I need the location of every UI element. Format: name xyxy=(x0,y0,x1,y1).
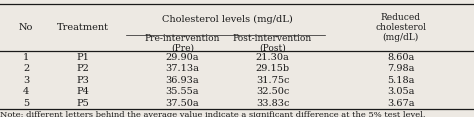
Text: 37.50a: 37.50a xyxy=(166,99,199,108)
Text: 4: 4 xyxy=(23,87,29,96)
Text: P4: P4 xyxy=(76,87,90,96)
Text: P2: P2 xyxy=(76,64,90,73)
Text: 8.60a: 8.60a xyxy=(387,53,414,62)
Text: Reduced
cholesterol
(mg/dL): Reduced cholesterol (mg/dL) xyxy=(375,13,426,42)
Text: 36.93a: 36.93a xyxy=(166,76,199,85)
Text: Pre-intervention
(Pre): Pre-intervention (Pre) xyxy=(145,34,220,53)
Text: 37.13a: 37.13a xyxy=(165,64,200,73)
Text: 5: 5 xyxy=(23,99,29,108)
Text: 5.18a: 5.18a xyxy=(387,76,414,85)
Text: 33.83c: 33.83c xyxy=(256,99,289,108)
Text: 21.30a: 21.30a xyxy=(255,53,290,62)
Text: 3: 3 xyxy=(23,76,29,85)
Text: 29.90a: 29.90a xyxy=(166,53,199,62)
Text: P5: P5 xyxy=(77,99,89,108)
Text: 3.67a: 3.67a xyxy=(387,99,414,108)
Text: P3: P3 xyxy=(76,76,90,85)
Text: Cholesterol levels (mg/dL): Cholesterol levels (mg/dL) xyxy=(162,15,293,24)
Text: 3.05a: 3.05a xyxy=(387,87,414,96)
Text: 7.98a: 7.98a xyxy=(387,64,414,73)
Text: 29.15b: 29.15b xyxy=(255,64,290,73)
Text: 1: 1 xyxy=(23,53,29,62)
Text: Post-intervention
(Post): Post-intervention (Post) xyxy=(233,34,312,53)
Text: 31.75c: 31.75c xyxy=(256,76,289,85)
Text: 2: 2 xyxy=(23,64,29,73)
Text: 35.55a: 35.55a xyxy=(166,87,199,96)
Text: Note: different letters behind the average value indicate a significant differen: Note: different letters behind the avera… xyxy=(0,111,426,117)
Text: No: No xyxy=(19,23,33,32)
Text: P1: P1 xyxy=(76,53,90,62)
Text: Treatment: Treatment xyxy=(57,23,109,32)
Text: 32.50c: 32.50c xyxy=(256,87,289,96)
